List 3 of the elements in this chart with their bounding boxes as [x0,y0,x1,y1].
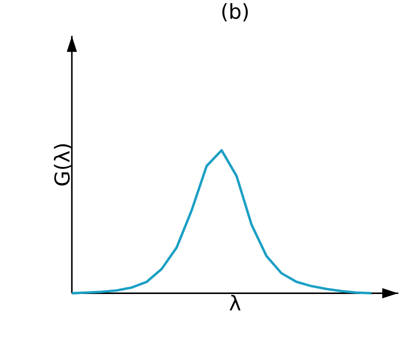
x-axis-title: λ [230,294,241,310]
y-axis-title: G(λ) [54,144,72,186]
chart-title: (b) [222,2,248,22]
